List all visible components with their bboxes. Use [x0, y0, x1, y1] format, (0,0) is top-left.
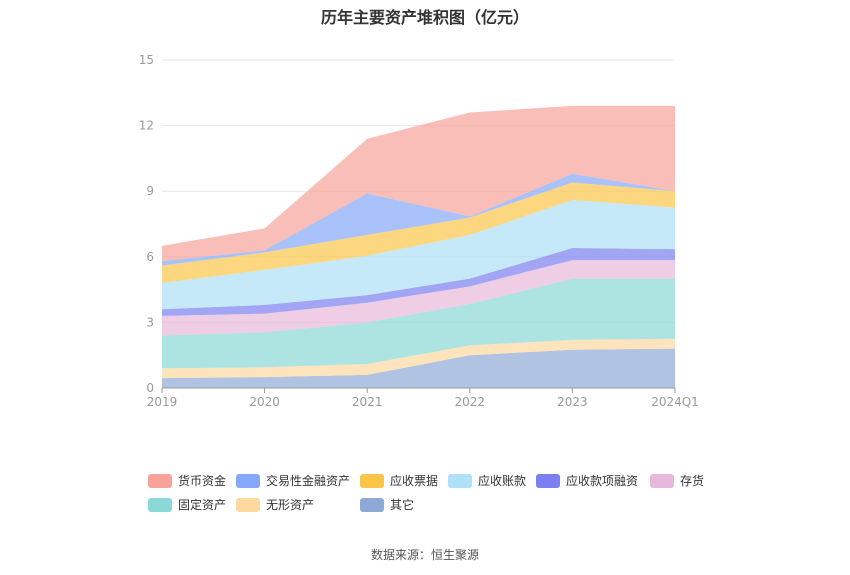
y-tick-label: 12 [139, 119, 154, 133]
legend-swatch [236, 497, 260, 512]
legend-item[interactable]: 无形资产 [236, 496, 314, 513]
legend-label: 固定资产 [178, 498, 227, 512]
legend-item[interactable]: 应收账款 [448, 472, 526, 489]
legend-swatch [360, 473, 384, 488]
area-series [162, 105, 675, 262]
area-series [162, 248, 675, 316]
area-series [162, 182, 675, 284]
legend-item[interactable]: 交易性金融资产 [236, 472, 350, 489]
area-series [162, 173, 675, 266]
y-tick-label: 3 [146, 315, 154, 329]
area-series [162, 260, 675, 336]
area-series [162, 278, 675, 369]
legend-item[interactable]: 固定资产 [148, 496, 226, 513]
legend-swatch [448, 473, 472, 488]
legend-item[interactable]: 应收票据 [360, 472, 438, 489]
legend-swatch [650, 473, 674, 488]
legend-swatch [236, 473, 260, 488]
stacked-area-chart: 0 3 6 9 12 15 2019 2020 2021 2022 2023 2024Q1 [139, 53, 699, 409]
x-tick-label: 2024Q1 [651, 395, 699, 409]
legend-label: 应收账款 [478, 474, 527, 488]
x-tick-label: 2022 [455, 395, 486, 409]
legend-item[interactable]: 其它 [360, 496, 414, 513]
legend-swatch [360, 497, 384, 512]
area-series [162, 338, 675, 379]
legend-label: 交易性金融资产 [266, 474, 351, 488]
x-tick-label: 2023 [557, 395, 588, 409]
area-series [162, 348, 675, 388]
data-source: 数据来源：恒生聚源 [370, 548, 479, 562]
legend-item[interactable]: 货币资金 [148, 472, 226, 489]
y-tick-label: 9 [146, 184, 154, 198]
legend-swatch [148, 497, 172, 512]
legend-label: 其它 [390, 498, 415, 512]
legend-label: 存货 [680, 474, 705, 488]
legend-swatch [536, 473, 560, 488]
y-tick-label: 15 [139, 53, 154, 67]
legend-label: 应收款项融资 [566, 474, 639, 488]
legend-label: 应收票据 [390, 474, 439, 488]
legend-item[interactable]: 存货 [650, 472, 704, 489]
legend-label: 无形资产 [266, 498, 315, 512]
legend-item[interactable]: 应收款项融资 [536, 472, 638, 489]
y-tick-label: 0 [146, 381, 154, 395]
x-tick-label: 2020 [249, 395, 280, 409]
x-tick-label: 2019 [147, 395, 178, 409]
legend-swatch [148, 473, 172, 488]
y-tick-label: 6 [146, 250, 154, 264]
area-series [162, 199, 675, 310]
legend-label: 货币资金 [178, 474, 227, 488]
x-tick-label: 2021 [352, 395, 383, 409]
chart-title: 历年主要资产堆积图（亿元） [320, 8, 529, 27]
